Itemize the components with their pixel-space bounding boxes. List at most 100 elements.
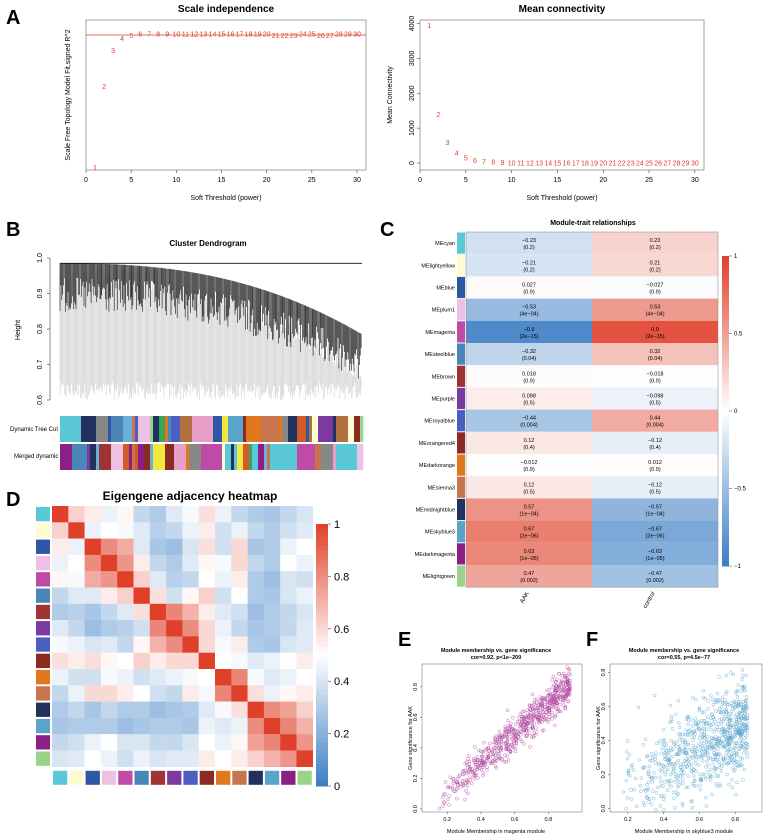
gene-point <box>721 719 725 723</box>
tree-cut-bar <box>144 416 148 442</box>
adjacency-cell <box>231 506 248 523</box>
merged-bar <box>297 444 301 470</box>
gene-point <box>726 761 730 765</box>
correlation-cell <box>466 476 592 499</box>
gene-point <box>735 744 740 748</box>
gene-point <box>522 727 527 732</box>
gene-point <box>745 727 749 732</box>
gene-point <box>492 748 496 753</box>
gene-point <box>733 741 737 745</box>
adj-legend-step <box>316 620 328 625</box>
correlation-cell <box>592 320 718 343</box>
gene-point <box>690 798 694 803</box>
power-point: 16 <box>563 161 571 168</box>
tree-cut-bar <box>210 416 214 442</box>
gene-point <box>475 762 479 767</box>
merged-bar <box>243 444 247 470</box>
gene-point <box>729 758 734 762</box>
merged-bar <box>177 444 181 470</box>
modtrait-frame <box>465 231 719 588</box>
gene-point <box>668 762 673 766</box>
legend-step <box>722 478 729 484</box>
adjacency-cell <box>280 554 297 572</box>
p-value: (0.5) <box>649 401 660 407</box>
gene-point <box>550 678 555 682</box>
gene-point <box>669 719 674 724</box>
gene-point <box>719 769 724 773</box>
gene-point <box>698 783 702 788</box>
adjacency-cell <box>52 685 69 702</box>
merged-bar <box>159 444 163 470</box>
gene-point <box>567 692 572 697</box>
gene-point <box>488 761 493 766</box>
gene-point <box>681 749 685 753</box>
adjacency-cell <box>182 652 199 670</box>
dendro-y-tick-label: 0.6 <box>37 395 44 405</box>
adjacency-cell <box>52 587 69 604</box>
adjacency-cell <box>182 685 199 702</box>
legend-step <box>722 385 729 391</box>
gene-point <box>664 757 668 762</box>
adjacency-cell <box>182 522 199 539</box>
x-tick-label: 15 <box>554 177 562 184</box>
module-color-bottom <box>183 770 198 785</box>
gene-point <box>729 739 734 743</box>
gene-point <box>508 730 512 734</box>
legend-step <box>722 380 729 386</box>
legend-step <box>722 281 729 288</box>
gene-point <box>665 788 670 792</box>
adjacency-cell <box>84 669 102 686</box>
module-color-swatch <box>457 232 465 254</box>
gene-point <box>689 761 693 766</box>
adj-legend-step <box>316 558 328 564</box>
tree-cut-bar <box>156 416 160 442</box>
adjacency-cell <box>198 652 216 670</box>
adjacency-cell <box>84 750 102 767</box>
legend-step <box>722 297 729 303</box>
gene-point <box>735 704 740 709</box>
module-row-label: MEroyalblue <box>424 419 455 425</box>
gene-point <box>491 755 495 759</box>
gene-point <box>709 739 713 744</box>
gene-point <box>437 806 442 811</box>
module-color-bottom <box>118 770 133 785</box>
adjacency-cell <box>182 603 199 621</box>
legend-step <box>722 323 729 329</box>
legend-step <box>722 498 729 505</box>
gene-point <box>497 751 501 756</box>
gene-point <box>497 740 501 745</box>
gene-point <box>740 763 745 768</box>
merged-bar <box>330 444 334 470</box>
correlation-cell <box>592 387 718 410</box>
gene-point <box>688 757 692 761</box>
gene-point <box>723 698 727 702</box>
adjacency-cell <box>296 636 313 653</box>
gene-point <box>705 738 710 743</box>
tree-cut-bar <box>327 416 331 442</box>
gene-point <box>726 741 731 746</box>
module-color-bottom <box>281 770 296 785</box>
gene-point <box>697 742 702 746</box>
adjacency-cell <box>100 587 118 604</box>
adjacency-cell <box>133 603 150 621</box>
gene-point <box>500 734 505 739</box>
gene-point <box>728 740 733 745</box>
merged-bar <box>234 444 238 470</box>
tree-cut-bar <box>135 416 139 442</box>
gene-point <box>695 727 699 732</box>
gene-point <box>458 782 462 786</box>
gene-point <box>470 767 474 771</box>
adjacency-cell <box>198 538 216 556</box>
adjacency-cell <box>166 717 183 735</box>
tree-cut-bar <box>306 416 310 442</box>
tree-cut-bar <box>87 416 91 442</box>
tree-cut-bar <box>198 416 202 442</box>
gene-point <box>478 761 482 766</box>
gene-point <box>665 758 670 762</box>
gene-point <box>521 709 526 714</box>
adj-legend-step <box>316 777 328 783</box>
gene-point <box>452 789 456 793</box>
tree-cut-bar <box>246 416 250 442</box>
gene-point <box>718 752 722 757</box>
correlation-value: 0.57 <box>524 505 535 511</box>
